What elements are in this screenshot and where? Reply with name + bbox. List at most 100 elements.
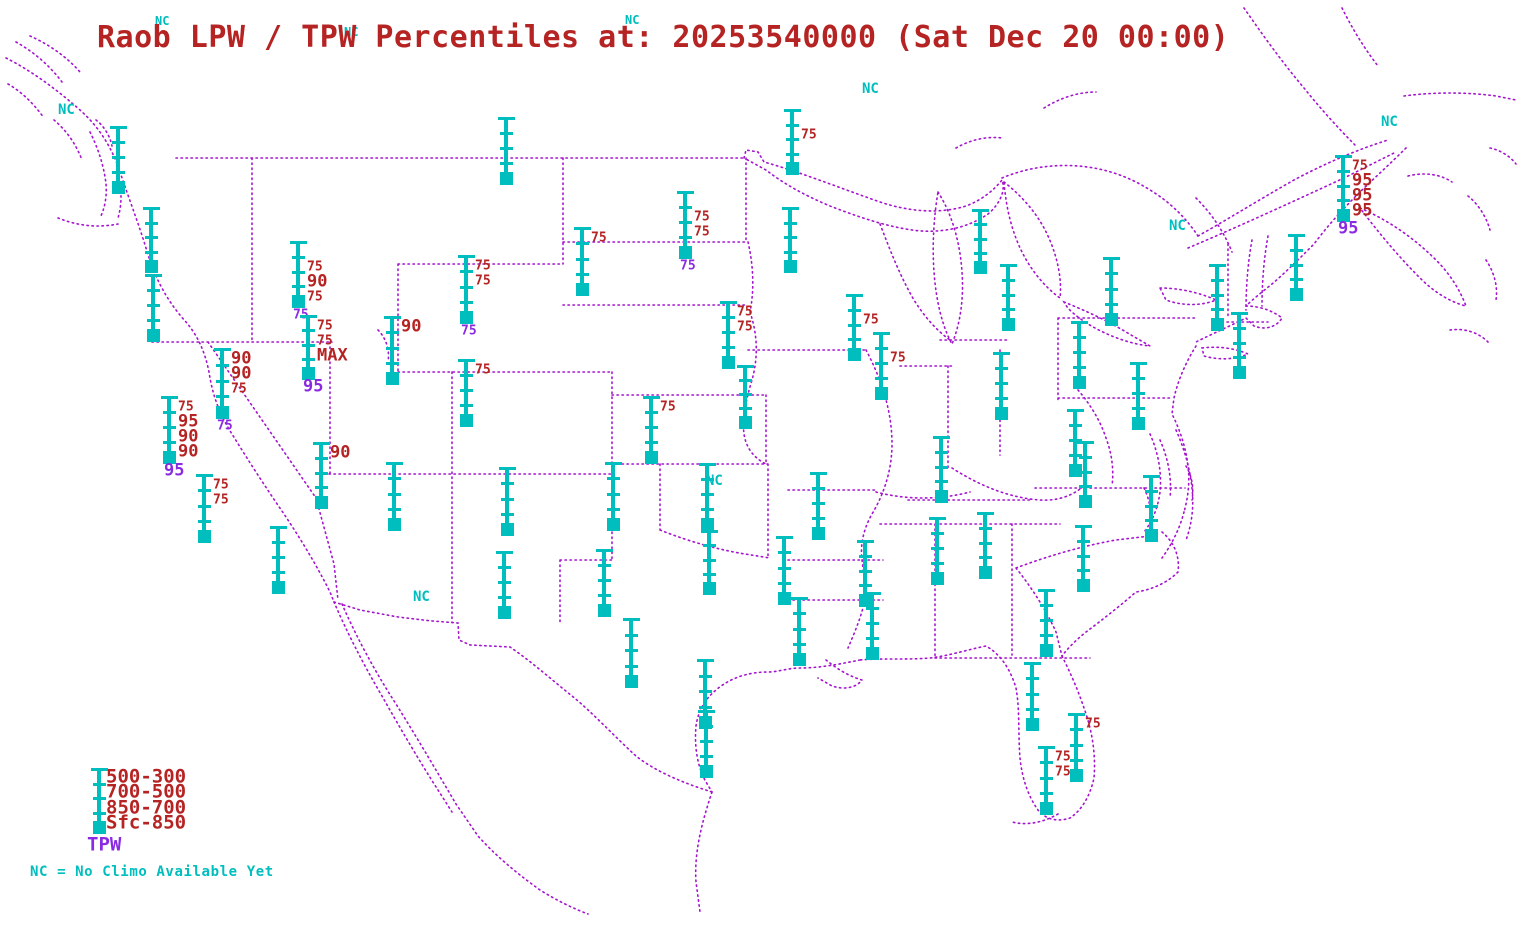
station-surface-square [460,414,473,427]
station-cap-tick [810,472,827,475]
station-level-tick [1290,249,1303,252]
station-level-tick [1026,708,1039,711]
station-level-tick [699,690,712,693]
legend-tpw-label: TPW [87,833,122,856]
station-cap-tick [496,551,513,554]
layer-percentile-label: 95 [1352,185,1373,206]
station-level-tick [500,132,513,135]
station-level-tick [1070,744,1083,747]
no-climo-marker: NC [155,14,170,28]
station-level-tick [625,649,638,652]
station-level-tick [784,251,797,254]
layer-percentile-label: 75 [317,318,333,334]
layer-percentile-label: 90 [330,442,351,463]
station-level-tick [786,138,799,141]
no-climo-marker: NC [625,13,640,27]
station-level-tick [272,541,285,544]
layer-percentile-label: 75 [1352,158,1368,174]
station-level-tick [703,559,716,562]
station-surface-square [700,765,713,778]
layer-percentile-label: 75 [694,224,710,240]
station-level-tick [793,612,806,615]
layer-percentile-label: 90 [231,348,252,369]
station-level-tick [739,393,752,396]
layer-percentile-label: 75 [737,319,753,335]
layer-percentile-label: 95 [178,411,199,432]
tpw-percentile-label: 95 [303,376,324,397]
layer-percentile-label: 90 [178,426,199,447]
station-level-tick [848,309,861,312]
station-level-tick [216,380,229,383]
no-climo-marker: NC [413,589,430,605]
layer-percentile-label: 75 [213,492,229,508]
station-cap-tick [1335,155,1352,158]
station-level-tick [625,665,638,668]
station-surface-square [1233,366,1246,379]
tpw-percentile-label: 95 [164,460,185,481]
station-cap-tick [143,207,160,210]
station-level-tick [1233,327,1246,330]
station-level-tick [145,222,158,225]
station-cap-tick [499,467,516,470]
station-level-tick [848,324,861,327]
station-level-tick [498,581,511,584]
station-surface-square [272,581,285,594]
layer-percentile-label: 75 [231,381,247,397]
station-level-tick [1337,185,1350,188]
station-cap-tick [873,332,890,335]
station-level-tick [995,367,1008,370]
layer-percentile-label: 75 [890,350,906,366]
station-level-tick [979,556,992,559]
station-level-tick [1079,485,1092,488]
tpw-percentile-label: 95 [1338,218,1359,239]
station-cap-tick [1130,362,1147,365]
station-cap-tick [1143,475,1160,478]
station-level-tick [576,242,589,245]
station-surface-square [147,329,160,342]
no-climo-marker: NC [1381,114,1398,130]
station-surface-square [974,261,987,274]
station-level-tick [1040,619,1053,622]
station-level-tick [386,331,399,334]
no-climo-marker: NC [344,25,359,39]
station-surface-square [1145,529,1158,542]
station-level-tick [1040,634,1053,637]
station-cap-tick [776,536,793,539]
station-level-tick [145,251,158,254]
station-level-tick [1211,279,1224,282]
station-level-tick [1337,170,1350,173]
station-level-tick [1145,519,1158,522]
station-level-tick [315,457,328,460]
station-cap-tick [977,512,994,515]
station-surface-square [786,162,799,175]
station-level-tick [859,555,872,558]
layer-percentile-label: 75 [317,333,333,349]
legend-cap-tick [91,768,108,771]
station-cap-tick [933,436,950,439]
station-cap-tick [1071,321,1088,324]
station-level-tick [739,407,752,410]
station-level-tick [645,411,658,414]
legend-surface-square [93,821,106,834]
station-level-tick [501,498,514,501]
station-level-tick [598,579,611,582]
station-level-tick [739,379,752,382]
station-surface-square [859,594,872,607]
station-level-tick [679,236,692,239]
station-surface-square [1002,318,1015,331]
station-surface-square [701,518,714,531]
station-cap-tick [1103,257,1120,260]
layer-percentile-label: 95 [1352,170,1373,191]
station-level-tick [386,362,399,365]
station-surface-square [679,246,692,259]
station-level-tick [1070,759,1083,762]
station-cap-tick [737,365,754,368]
station-level-tick [388,477,401,480]
station-level-tick [1145,505,1158,508]
station-cap-tick [1231,312,1248,315]
station-cap-tick [313,442,330,445]
station-cap-tick [1024,662,1041,665]
station-level-tick [292,271,305,274]
station-level-tick [812,502,825,505]
station-level-tick [679,206,692,209]
